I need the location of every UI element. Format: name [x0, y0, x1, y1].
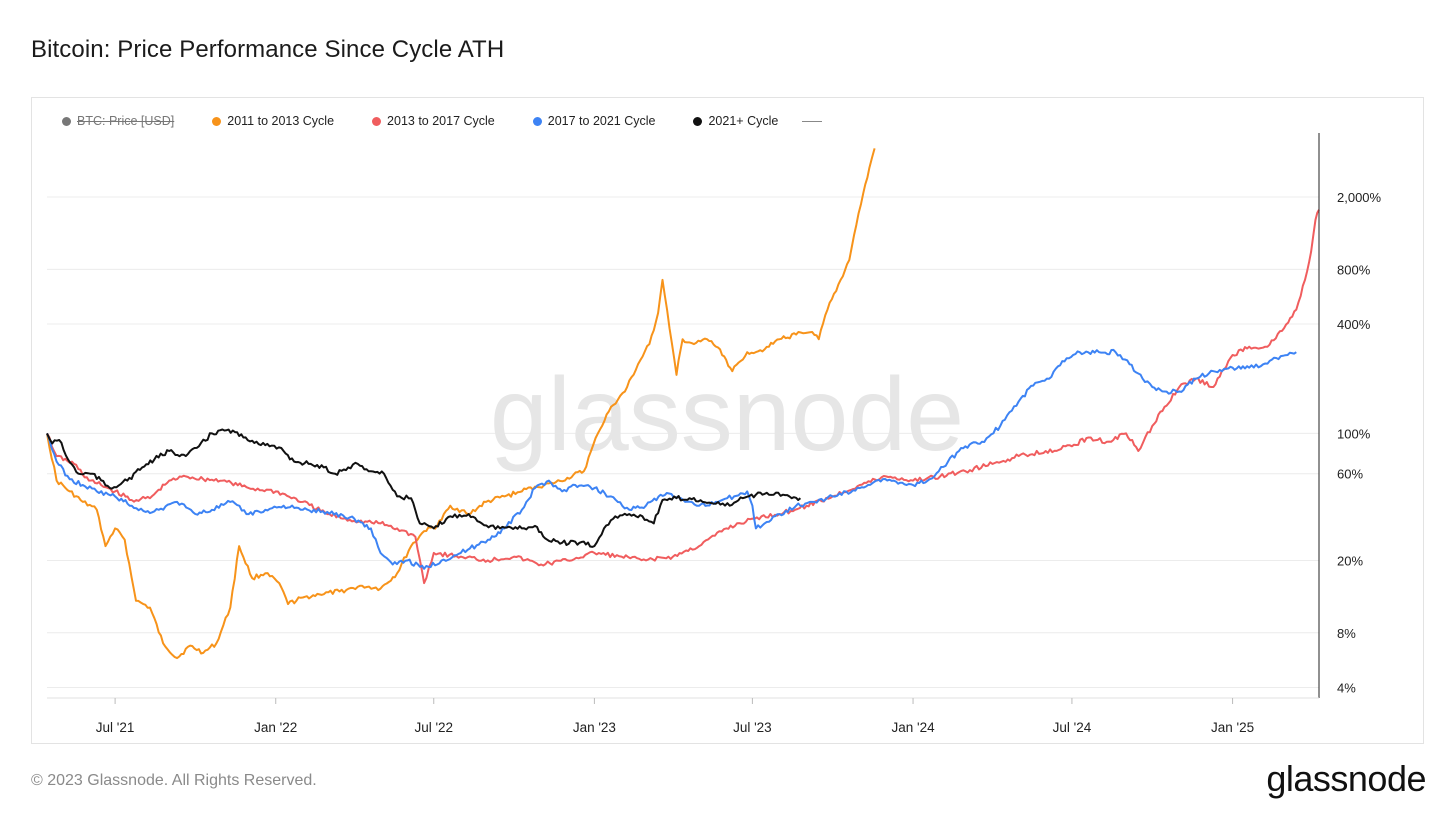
y-axis-ticks: 2,000% 800% 400% 100% 60% 20% 8% 4%: [1337, 190, 1382, 695]
x-axis-ticks: Jul '21 Jan '22 Jul '22 Jan '23 Jul '23 Jan '…: [96, 698, 1254, 735]
y-tick-label: 400%: [1337, 317, 1371, 332]
legend-label: 2021+ Cycle: [708, 114, 779, 128]
legend-item-2011-2013[interactable]: 2011 to 2013 Cycle: [212, 114, 334, 128]
chart-legend: BTC: Price [USD] 2011 to 2013 Cycle 2013…: [62, 112, 823, 130]
y-tick-label: 8%: [1337, 626, 1356, 641]
legend-label: 2013 to 2017 Cycle: [387, 114, 495, 128]
page-title: Bitcoin: Price Performance Since Cycle A…: [31, 36, 505, 63]
series-line-2013-to-2017-cycle[interactable]: [46, 209, 1320, 585]
y-tick-label: 2,000%: [1337, 190, 1382, 205]
legend-label: BTC: Price [USD]: [77, 114, 175, 128]
series-line-2017-to-2021-cycle[interactable]: [46, 348, 1297, 570]
series-layer: [46, 148, 1320, 660]
y-tick-label: 800%: [1337, 262, 1371, 277]
legend-item-btc-price[interactable]: BTC: Price [USD]: [62, 114, 174, 128]
x-tick-label: Jul '24: [1053, 720, 1092, 735]
brand-logo: glassnode: [1266, 758, 1426, 799]
x-tick-label: Jan '22: [254, 720, 297, 735]
legend-dot-icon: [62, 116, 71, 126]
x-tick-label: Jan '23: [573, 720, 616, 735]
watermark: glassnode: [490, 357, 964, 473]
x-tick-label: Jul '22: [414, 720, 453, 735]
legend-line-icon[interactable]: [802, 120, 823, 122]
series-line-2011-to-2013-cycle[interactable]: [46, 148, 876, 660]
y-tick-label: 20%: [1337, 553, 1363, 568]
y-tick-label: 60%: [1337, 467, 1363, 482]
grid-lines: [47, 196, 1319, 688]
legend-label: 2017 to 2021 Cycle: [547, 114, 656, 128]
legend-label: 2011 to 2013 Cycle: [227, 114, 335, 128]
legend-item-2013-2017[interactable]: 2013 to 2017 Cycle: [372, 114, 495, 128]
legend-dot-icon: [372, 116, 382, 126]
x-tick-label: Jan '24: [891, 720, 935, 735]
legend-dot-icon: [212, 116, 222, 126]
legend-item-2021-plus[interactable]: 2021+ Cycle: [693, 114, 778, 128]
legend-dot-icon: [532, 116, 542, 126]
copyright-footer: © 2023 Glassnode. All Rights Reserved.: [31, 772, 317, 789]
y-tick-label: 4%: [1337, 680, 1356, 695]
x-tick-label: Jul '23: [733, 720, 772, 735]
y-tick-label: 100%: [1337, 426, 1371, 441]
legend-dot-icon: [693, 116, 703, 126]
x-tick-label: Jan '25: [1211, 720, 1254, 735]
x-tick-label: Jul '21: [96, 720, 135, 735]
legend-item-2017-2021[interactable]: 2017 to 2021 Cycle: [532, 114, 656, 128]
chart-panel: [31, 97, 1424, 744]
series-line-2021-cycle[interactable]: [46, 428, 802, 548]
